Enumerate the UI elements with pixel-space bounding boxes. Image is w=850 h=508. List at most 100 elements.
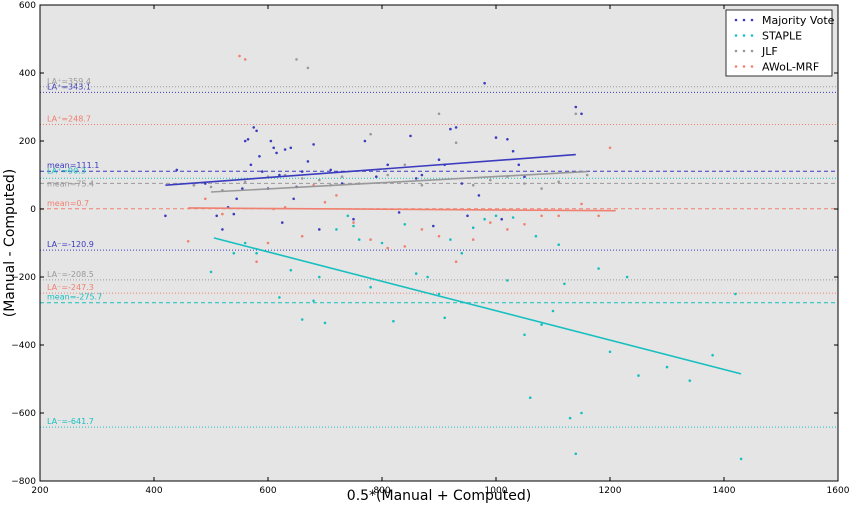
data-point: [471, 226, 475, 229]
data-point: [292, 197, 295, 201]
data-point: [252, 126, 256, 129]
x-tick-label: 800: [373, 486, 390, 496]
mean-label: mean=75.4: [47, 179, 94, 188]
data-point: [449, 238, 452, 241]
legend-marker: [750, 49, 754, 53]
data-point: [164, 214, 167, 218]
data-point: [608, 146, 612, 150]
data-point: [306, 66, 310, 70]
data-point: [540, 214, 543, 218]
data-point: [243, 180, 247, 184]
data-point: [471, 238, 475, 241]
data-point: [506, 138, 509, 141]
data-point: [483, 81, 486, 85]
data-point: [266, 241, 270, 245]
x-tick-label: 1600: [827, 486, 850, 496]
data-point: [192, 183, 196, 187]
x-tick-label: 600: [259, 486, 276, 496]
y-tick-label: 0: [30, 205, 36, 215]
data-point: [557, 243, 560, 246]
legend-marker: [742, 49, 746, 53]
data-point: [289, 146, 293, 150]
legend-marker: [734, 49, 738, 53]
data-point: [221, 228, 224, 231]
data-point: [403, 223, 407, 226]
data-point: [249, 163, 253, 167]
data-point: [454, 260, 458, 264]
regression-line: [188, 207, 616, 212]
data-point: [574, 105, 578, 109]
data-point: [608, 350, 612, 354]
data-point: [329, 168, 333, 172]
data-point: [221, 212, 224, 216]
data-point: [540, 187, 543, 190]
data-point: [523, 223, 526, 226]
data-point: [318, 228, 321, 231]
y-tick-label: 400: [19, 69, 36, 79]
y-axis-ticks: −800 −600 −400 −200 0 200 400 600: [11, 1, 838, 487]
data-point: [500, 217, 504, 221]
data-point: [454, 126, 458, 129]
data-point: [523, 175, 526, 178]
data-point: [574, 452, 578, 456]
data-point: [392, 319, 395, 323]
data-point: [243, 58, 247, 61]
legend-marker: [734, 65, 738, 68]
data-point: [232, 212, 236, 216]
data-point: [471, 183, 475, 187]
x-tick-label: 200: [31, 486, 48, 496]
mean-label: mean=0.7: [47, 199, 89, 208]
legend-marker: [742, 65, 746, 68]
data-point: [352, 221, 355, 224]
data-point: [460, 251, 464, 255]
loa-upper-label: LA⁺=343.1: [47, 82, 91, 91]
data-point: [511, 149, 515, 153]
data-point: [352, 224, 355, 228]
mean-label: mean=111.1: [47, 161, 99, 170]
data-point: [300, 177, 304, 180]
data-point: [318, 275, 321, 279]
data-point: [443, 316, 447, 320]
data-point: [312, 299, 315, 303]
data-point: [232, 251, 236, 255]
data-point: [665, 365, 669, 369]
data-point: [300, 318, 304, 321]
data-point: [534, 234, 538, 238]
data-point: [483, 217, 486, 221]
data-point: [523, 182, 526, 185]
y-tick-label: −800: [11, 477, 36, 487]
data-point: [637, 374, 640, 377]
data-point: [528, 396, 532, 400]
data-point: [186, 240, 190, 243]
data-point: [739, 457, 743, 461]
data-point: [272, 146, 276, 150]
x-tick-label: 400: [145, 486, 162, 496]
data-point: [734, 292, 737, 296]
data-point: [175, 168, 179, 172]
loa-lower-label: LA⁻=-120.9: [47, 240, 94, 249]
y-tick-label: −200: [11, 273, 36, 283]
data-point: [238, 54, 241, 58]
data-point: [261, 170, 264, 173]
loa-upper-label: LA⁺=90.3: [47, 166, 86, 175]
data-point: [369, 238, 372, 241]
data-point: [597, 267, 600, 270]
data-point: [323, 200, 327, 204]
data-point: [494, 214, 498, 218]
data-point: [711, 353, 714, 357]
data-point: [489, 221, 492, 224]
legend-marker: [750, 18, 754, 22]
data-point: [269, 139, 273, 143]
loa-lower-label: LA⁻=-247.3: [47, 283, 94, 292]
data-point: [397, 211, 401, 214]
data-point: [246, 138, 250, 141]
plot-area: [40, 5, 838, 481]
legend-marker: [742, 18, 746, 22]
data-point: [255, 251, 258, 255]
legend-marker: [742, 34, 746, 37]
mean-label: mean=-275.7: [47, 293, 102, 302]
data-point: [300, 234, 304, 238]
data-point: [386, 163, 390, 167]
data-point: [454, 141, 458, 144]
